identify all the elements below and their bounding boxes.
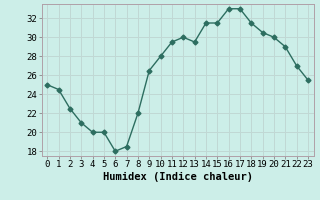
X-axis label: Humidex (Indice chaleur): Humidex (Indice chaleur)	[103, 172, 252, 182]
